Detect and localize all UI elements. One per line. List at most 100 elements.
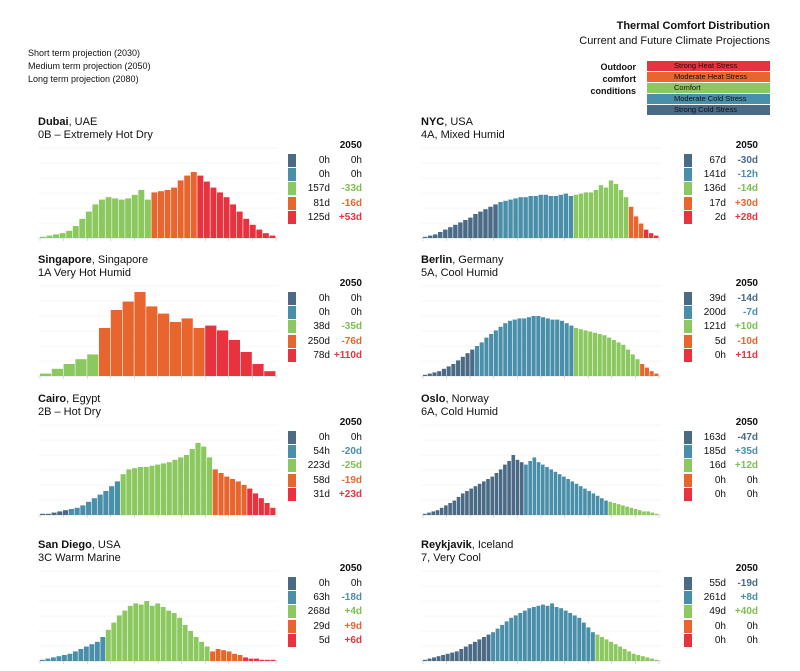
histogram-bar xyxy=(423,374,428,376)
histogram-bar xyxy=(169,322,181,376)
city-title-san-diego: San Diego, USA xyxy=(38,539,121,551)
histogram-bar xyxy=(137,467,144,515)
histogram-bar xyxy=(489,334,494,376)
histogram-bar xyxy=(608,501,613,515)
histogram-bar xyxy=(566,479,570,515)
category-swatch xyxy=(684,577,692,590)
category-swatch xyxy=(684,445,692,459)
category-swatch xyxy=(684,292,692,305)
current-value: 67d xyxy=(709,155,726,166)
category-swatch xyxy=(288,605,296,619)
histogram-bar xyxy=(637,510,642,515)
histogram-bar xyxy=(40,513,46,515)
histogram-bar xyxy=(562,476,566,515)
histogram-bar xyxy=(477,639,482,661)
histogram-bar xyxy=(604,639,609,661)
histogram-bar xyxy=(528,196,533,238)
delta-2050-value: +9d xyxy=(344,620,362,632)
histogram-bar xyxy=(654,513,659,515)
delta-2050-value: 0h xyxy=(350,307,362,319)
delta-2050-value: +6d xyxy=(344,634,362,646)
histogram-bar xyxy=(482,481,486,515)
delta-2050-value: -20d xyxy=(341,446,362,458)
city-title-oslo: Oslo, Norway xyxy=(421,393,489,405)
category-swatch xyxy=(288,445,296,459)
histogram-bar xyxy=(258,498,264,515)
histogram-bar xyxy=(578,193,584,238)
legend-title: Outdoor comfort conditions xyxy=(590,62,637,96)
histogram-bar xyxy=(600,498,604,515)
histogram-bar xyxy=(523,197,528,238)
category-swatch xyxy=(684,210,692,224)
histogram-bar xyxy=(522,318,527,376)
year-header: 2050 xyxy=(339,417,362,428)
city-name: Oslo xyxy=(421,393,446,405)
city-name: NYC xyxy=(421,116,445,128)
histogram-bar xyxy=(146,306,158,376)
histogram-bar xyxy=(478,211,483,238)
histogram-bar xyxy=(51,368,63,376)
histogram-bar xyxy=(40,659,45,661)
histogram-bar xyxy=(144,601,150,661)
histogram-bar xyxy=(550,603,555,661)
histogram-bar xyxy=(111,622,117,661)
histogram-bar xyxy=(172,459,178,515)
histogram-bar xyxy=(507,461,511,515)
histogram-bar xyxy=(201,446,207,515)
category-swatch xyxy=(684,487,692,501)
histogram-bar xyxy=(593,190,599,238)
histogram-bar xyxy=(259,659,265,661)
histogram-bar xyxy=(441,655,446,661)
current-value: 81d xyxy=(313,197,330,209)
histogram-bar xyxy=(190,172,197,238)
histogram-bar xyxy=(550,319,555,376)
delta-2050-value: -7d xyxy=(743,307,758,319)
category-swatch xyxy=(288,196,296,210)
histogram-bar xyxy=(110,310,122,376)
climate-zone-nyc: 4A, Mixed Humid xyxy=(421,129,505,141)
legend-item-comfort: Comfort xyxy=(647,83,770,93)
histogram-bar xyxy=(103,491,109,515)
histogram-bar xyxy=(631,653,636,661)
delta-2050-value: +4d xyxy=(344,606,362,618)
histogram-bar xyxy=(86,501,92,515)
histogram-nyc xyxy=(421,147,661,241)
histogram-bar xyxy=(528,461,532,515)
city-name: Singapore xyxy=(38,254,92,266)
histogram-bar xyxy=(592,332,598,376)
category-swatch xyxy=(288,577,296,590)
histogram-bar xyxy=(625,506,629,515)
city-country: , USA xyxy=(444,116,473,128)
histogram-bar xyxy=(508,199,513,238)
histogram-bar xyxy=(122,610,128,661)
histogram-bar xyxy=(446,366,451,376)
histogram-bar xyxy=(538,194,543,238)
legend-item-strong-heat-stress: Strong Heat Stress xyxy=(647,61,770,71)
histogram-bar xyxy=(635,359,640,376)
delta-2050-value: +30d xyxy=(734,197,758,209)
category-swatch xyxy=(684,182,692,196)
histogram-bar xyxy=(144,199,151,238)
histogram-bar xyxy=(583,330,588,376)
current-value: 163d xyxy=(703,432,726,443)
city-title-reykjavik: Reykjavik, Iceland xyxy=(421,539,513,551)
histogram-bar xyxy=(469,488,473,515)
projection-long: Long term projection (2080) xyxy=(28,74,139,84)
histogram-bar xyxy=(493,330,498,376)
histogram-bar xyxy=(468,644,473,661)
histogram-bar xyxy=(133,603,139,661)
histogram-bar xyxy=(423,659,427,661)
delta-2050-value: -16d xyxy=(341,197,362,209)
histogram-bar xyxy=(432,372,437,376)
histogram-bar xyxy=(229,479,236,515)
delta-2050-value: -30d xyxy=(737,155,758,166)
histogram-bar xyxy=(158,191,164,238)
histogram-bar xyxy=(463,646,468,661)
histogram-bar xyxy=(232,653,237,661)
delta-2050-value: 0h xyxy=(350,432,362,443)
histogram-bar xyxy=(262,233,269,238)
histogram-bar xyxy=(240,352,252,376)
histogram-bar xyxy=(269,235,276,238)
histogram-bar xyxy=(59,233,66,238)
histogram-bar xyxy=(270,507,276,515)
